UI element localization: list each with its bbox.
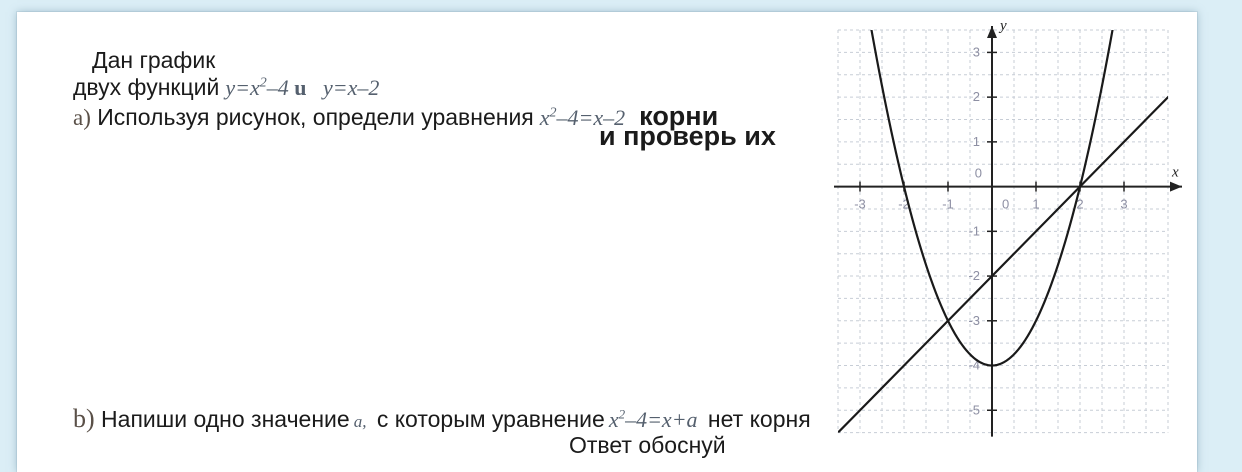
svg-text:0: 0 (975, 166, 982, 181)
svg-text:3: 3 (973, 44, 980, 59)
svg-text:3: 3 (1120, 197, 1127, 212)
svg-text:-1: -1 (968, 223, 980, 238)
svg-text:1: 1 (973, 134, 980, 149)
svg-text:x: x (1171, 165, 1179, 181)
svg-text:-1: -1 (942, 197, 954, 212)
svg-text:-5: -5 (968, 402, 980, 417)
svg-text:y: y (998, 18, 1007, 34)
svg-text:-4: -4 (968, 358, 980, 373)
svg-text:2: 2 (973, 89, 980, 104)
svg-text:-3: -3 (968, 313, 980, 328)
svg-text:-3: -3 (854, 197, 866, 212)
svg-text:1: 1 (1032, 197, 1039, 212)
svg-text:0: 0 (1002, 197, 1009, 212)
svg-text:-2: -2 (968, 268, 980, 283)
